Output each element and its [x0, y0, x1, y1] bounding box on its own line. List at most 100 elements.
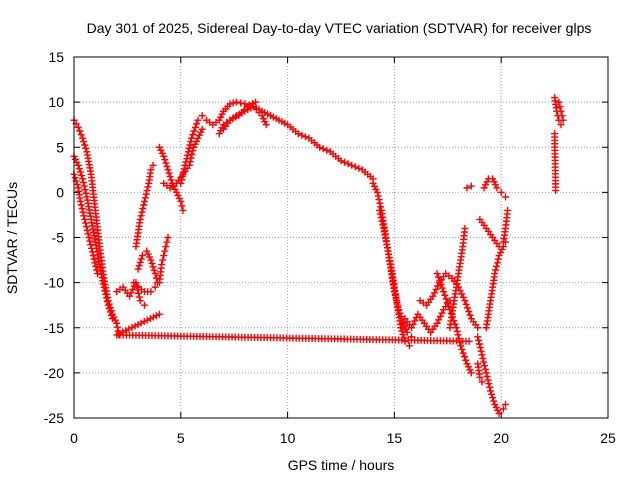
data-point — [178, 176, 186, 184]
data-point — [344, 160, 352, 168]
data-point — [141, 194, 149, 202]
data-point — [377, 203, 385, 211]
y-tick-label: -15 — [44, 320, 64, 336]
y-tick-label: -25 — [44, 410, 64, 426]
y-axis-label: SDTVAR / TECUs — [4, 182, 20, 294]
data-point — [185, 144, 193, 152]
data-point — [434, 282, 442, 290]
data-point — [557, 107, 565, 115]
data-point — [100, 283, 108, 291]
data-point — [77, 201, 85, 209]
data-point — [458, 290, 466, 298]
data-point — [149, 313, 157, 321]
data-point — [137, 212, 145, 220]
data-point — [452, 324, 460, 332]
data-point — [89, 252, 97, 260]
data-point — [458, 345, 466, 353]
data-point — [378, 217, 386, 225]
data-point — [462, 356, 470, 364]
data-point — [229, 99, 237, 107]
data-point — [435, 316, 443, 324]
data-point — [177, 197, 185, 205]
data-point — [348, 161, 356, 169]
data-point — [399, 331, 407, 339]
data-point — [438, 309, 446, 317]
data-point — [136, 258, 144, 266]
data-point — [337, 157, 345, 165]
data-point — [82, 189, 90, 197]
data-point — [151, 283, 159, 291]
data-point — [493, 262, 501, 270]
data-point — [106, 308, 114, 316]
data-point — [501, 193, 509, 201]
data-point — [82, 223, 90, 231]
data-point — [162, 243, 170, 251]
data-point — [441, 291, 449, 299]
data-point — [504, 206, 512, 214]
data-point — [79, 134, 87, 142]
data-point — [478, 351, 486, 359]
data-point — [83, 226, 91, 234]
data-point — [477, 347, 485, 355]
data-point — [160, 252, 168, 260]
data-point — [179, 172, 187, 180]
data-point — [190, 127, 198, 135]
axis-ticks: 0 5 10 15 20 25 -25 -20 -15 -10 -5 0 5 10 15 — [44, 49, 616, 446]
data-point — [152, 312, 160, 320]
data-point — [262, 121, 270, 129]
data-point — [376, 210, 384, 218]
data-point — [93, 266, 101, 274]
data-point — [494, 255, 502, 263]
data-point — [183, 155, 191, 163]
data-point — [163, 238, 171, 246]
data-point — [147, 166, 155, 174]
data-point — [146, 315, 154, 323]
data-point — [460, 353, 468, 361]
data-point — [162, 159, 170, 167]
data-point — [136, 297, 144, 305]
data-point — [181, 161, 189, 169]
data-point — [499, 405, 507, 413]
data-point — [80, 138, 88, 146]
data-point — [465, 337, 473, 345]
data-point — [379, 221, 387, 229]
data-point — [476, 344, 484, 352]
data-point — [167, 176, 175, 184]
data-point — [198, 112, 206, 120]
data-point — [148, 259, 156, 267]
data-point — [134, 265, 142, 273]
data-point — [374, 192, 382, 200]
data-point — [163, 162, 171, 170]
data-point — [125, 325, 133, 333]
data-point — [77, 171, 85, 179]
data-point — [81, 186, 89, 194]
data-point — [405, 342, 413, 350]
data-point — [481, 362, 489, 370]
data-point — [147, 288, 155, 296]
data-point — [226, 100, 234, 108]
data-point — [138, 252, 146, 260]
data-point — [482, 369, 490, 377]
data-point — [557, 121, 565, 129]
data-point — [81, 141, 89, 149]
data-point — [232, 98, 240, 106]
data-point — [475, 340, 483, 348]
data-point — [166, 173, 174, 181]
data-point — [177, 179, 185, 187]
data-point — [150, 266, 158, 274]
data-point — [137, 255, 145, 263]
data-point — [137, 319, 145, 327]
data-point — [497, 188, 505, 196]
data-point — [164, 234, 172, 241]
data-point — [485, 380, 493, 388]
data-point — [436, 312, 444, 320]
data-point — [457, 342, 465, 350]
data-point — [319, 145, 327, 153]
data-point — [184, 148, 192, 156]
data-point — [559, 116, 567, 124]
data-point — [84, 230, 92, 238]
data-point — [76, 197, 84, 205]
data-point — [135, 262, 143, 270]
grid — [74, 57, 608, 418]
